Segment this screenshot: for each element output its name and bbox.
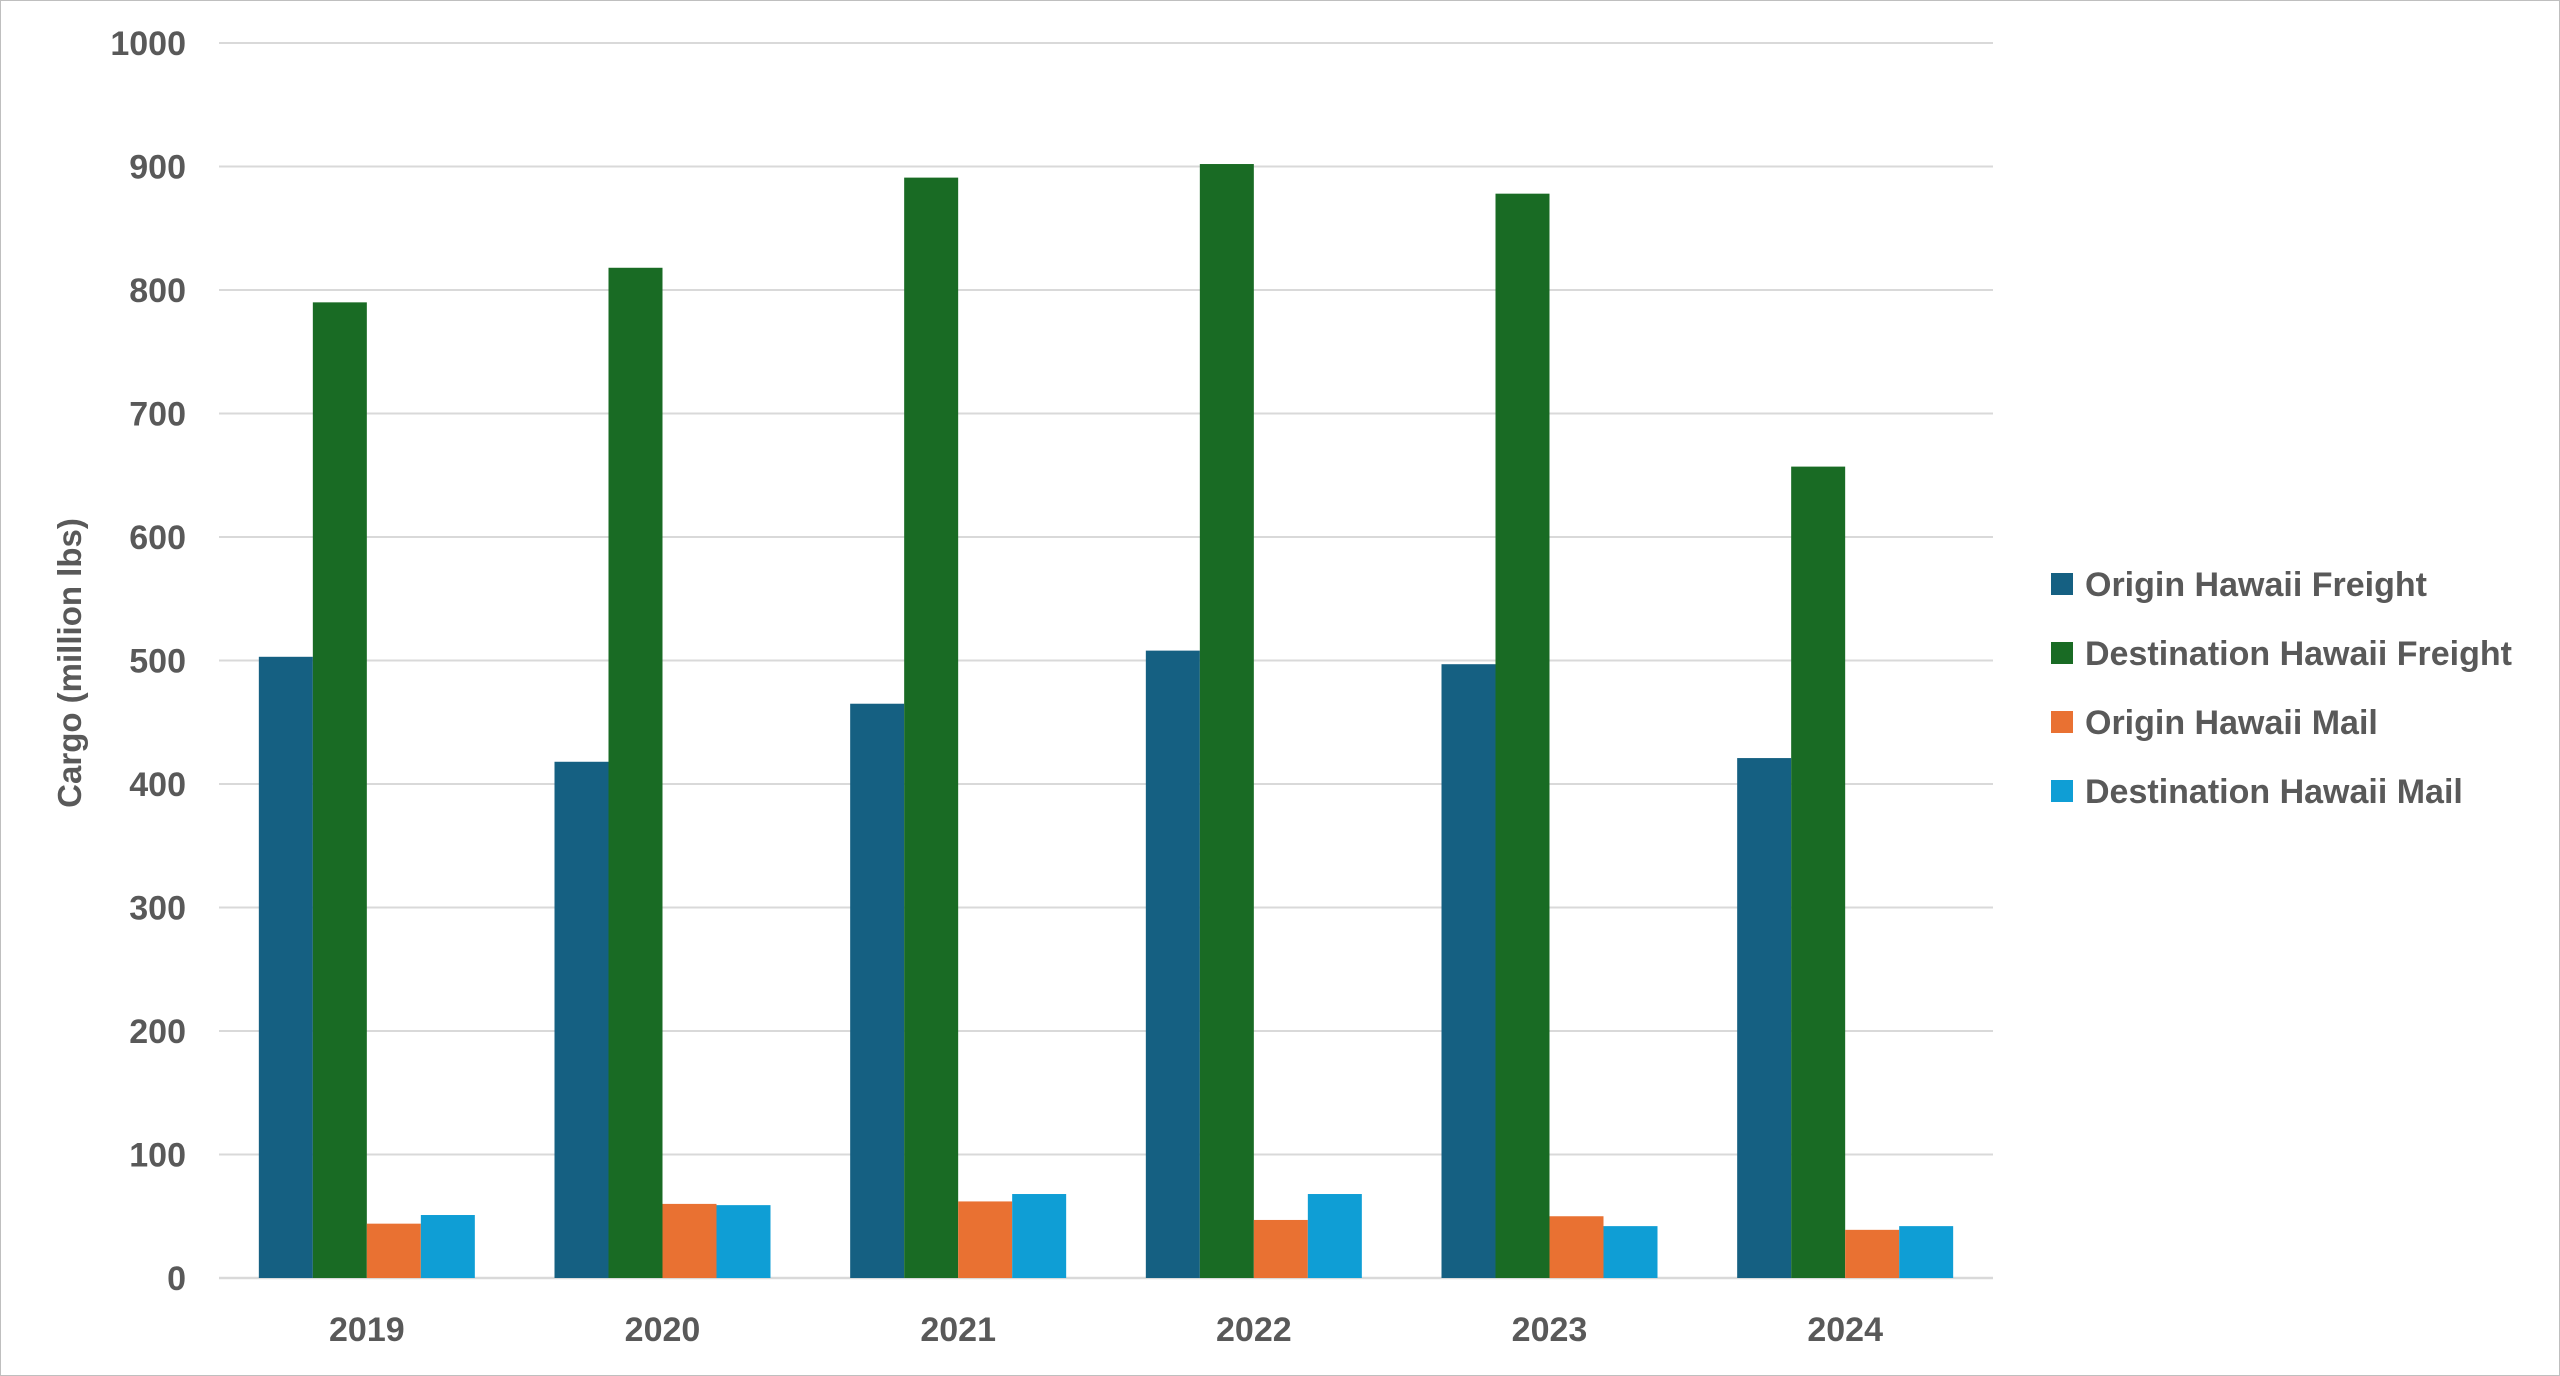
x-tick-label: 2022 [1216, 1311, 1292, 1349]
x-axis-ticks: 2019 2020 2021 2022 2023 2024 [329, 1311, 1883, 1349]
bar-2023-origin-hawaii-freight [1441, 664, 1496, 1278]
bar-2020-destination-hawaii-mail [716, 1205, 771, 1278]
x-tick-label: 2020 [625, 1311, 701, 1349]
bar-2022-origin-hawaii-mail [1253, 1219, 1308, 1278]
bar-2020-origin-hawaii-freight [554, 761, 609, 1278]
y-tick-label: 0 [167, 1260, 186, 1298]
x-tick-label: 2024 [1807, 1311, 1883, 1349]
legend-label: Origin Hawaii Freight [2085, 566, 2427, 604]
y-tick-label: 500 [129, 643, 186, 681]
legend: Origin Hawaii Freight Destination Hawaii … [2051, 566, 2512, 811]
bar-2019-destination-hawaii-mail [420, 1215, 475, 1278]
y-tick-label: 400 [129, 766, 186, 804]
bar-2022-destination-hawaii-mail [1307, 1194, 1362, 1278]
x-tick-label: 2019 [329, 1311, 405, 1349]
legend-label: Origin Hawaii Mail [2085, 704, 2378, 742]
legend-swatch [2051, 642, 2073, 664]
gridlines [219, 42, 1993, 1280]
y-tick-label: 800 [129, 272, 186, 310]
legend-item-destination-hawaii-freight: Destination Hawaii Freight [2051, 635, 2512, 673]
bar-2021-destination-hawaii-freight [904, 177, 959, 1279]
bar-2021-origin-hawaii-freight [850, 703, 905, 1278]
bar-2024-origin-hawaii-mail [1845, 1229, 1900, 1278]
legend-label: Destination Hawaii Freight [2085, 635, 2512, 673]
y-axis-ticks: 0 100 200 300 400 500 600 700 800 900 1000 [110, 25, 186, 1298]
bar-2021-origin-hawaii-mail [958, 1201, 1013, 1278]
bar-2019-destination-hawaii-freight [312, 302, 367, 1279]
bar-2020-origin-hawaii-mail [662, 1203, 717, 1278]
bar-2024-destination-hawaii-mail [1899, 1226, 1954, 1278]
bars [258, 164, 1954, 1279]
bar-2019-origin-hawaii-freight [258, 656, 313, 1278]
bar-2020-destination-hawaii-freight [608, 267, 663, 1278]
bar-2022-origin-hawaii-freight [1145, 650, 1200, 1278]
bar-2021-destination-hawaii-mail [1012, 1194, 1067, 1278]
bar-2023-destination-hawaii-mail [1603, 1226, 1658, 1278]
y-tick-label: 900 [129, 149, 186, 187]
bar-2022-destination-hawaii-freight [1199, 164, 1254, 1278]
bar-2024-destination-hawaii-freight [1791, 466, 1846, 1279]
legend-item-origin-hawaii-freight: Origin Hawaii Freight [2051, 566, 2427, 604]
bar-2024-origin-hawaii-freight [1737, 758, 1792, 1278]
y-tick-label: 300 [129, 890, 186, 928]
legend-label: Destination Hawaii Mail [2085, 773, 2463, 811]
y-tick-label: 700 [129, 396, 186, 434]
bar-2023-origin-hawaii-mail [1549, 1216, 1604, 1278]
legend-item-destination-hawaii-mail: Destination Hawaii Mail [2051, 773, 2463, 811]
x-tick-label: 2023 [1512, 1311, 1588, 1349]
y-axis-title: Cargo (million lbs) [51, 518, 88, 808]
y-tick-label: 200 [129, 1013, 186, 1051]
legend-swatch [2051, 780, 2073, 802]
legend-item-origin-hawaii-mail: Origin Hawaii Mail [2051, 704, 2378, 742]
y-tick-label: 1000 [110, 25, 186, 63]
y-tick-label: 100 [129, 1137, 186, 1175]
legend-swatch [2051, 711, 2073, 733]
y-tick-label: 600 [129, 519, 186, 557]
bar-2019-origin-hawaii-mail [366, 1223, 421, 1278]
x-tick-label: 2021 [920, 1311, 996, 1349]
legend-swatch [2051, 573, 2073, 595]
bar-2023-destination-hawaii-freight [1495, 193, 1550, 1278]
